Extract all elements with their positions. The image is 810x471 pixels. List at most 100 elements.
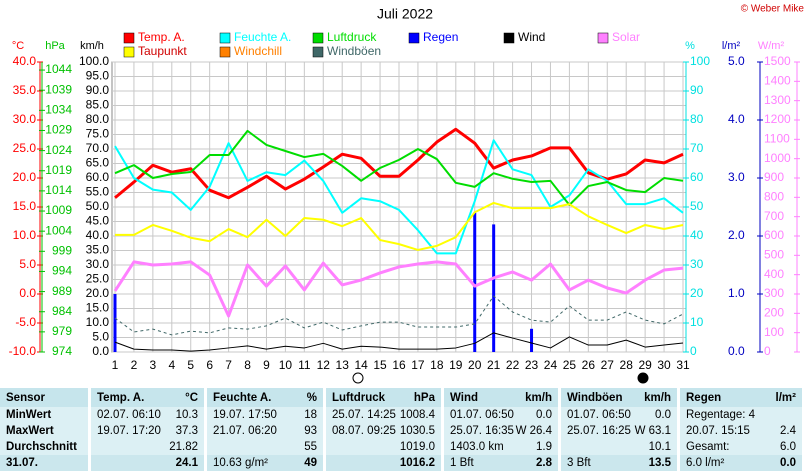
header-unit: °C	[185, 391, 198, 404]
legend-swatch	[312, 46, 324, 58]
cell-right: 0.0	[780, 457, 796, 469]
x-tick-label: 21	[487, 358, 501, 372]
tick-label: 4.0	[728, 112, 745, 126]
tick-label: 1500	[764, 54, 791, 68]
cell-left: 01.07. 06:50	[450, 409, 514, 421]
table-cell: 24.1	[91, 455, 204, 471]
rain-bar	[530, 328, 534, 352]
row-label-cell: Durchschnitt	[0, 439, 88, 455]
y-tick-label: 60.0	[86, 170, 110, 184]
cell-left: 02.07. 06:10	[97, 409, 161, 421]
stats-table: Sensor MinWert MaxWert Durchschnitt 31.07. Te…	[0, 388, 810, 471]
legend-swatch	[597, 32, 609, 44]
header-name: Luftdruck	[332, 391, 386, 404]
cell-left: 19.07. 17:20	[97, 425, 161, 437]
table-column: Windböen km/h 01.07. 06:50 0.0 25.07. 16:25 W…	[561, 388, 677, 471]
table-column: Luftdruck hPa 25.07. 14:25 1008.4 08.07. 09:…	[326, 388, 441, 471]
cell-right: 13.5	[648, 457, 671, 469]
tick-label: 1100	[764, 132, 790, 146]
tick-label: 1039	[45, 82, 72, 96]
x-tick-label: 6	[206, 358, 213, 372]
x-tick-label: 31	[676, 358, 690, 372]
y-tick-label: 0.0	[92, 344, 109, 358]
header-cell: Regen l/m²	[680, 388, 802, 407]
x-tick-label: 3	[150, 358, 157, 372]
x-tick-label: 16	[392, 358, 406, 372]
x-tick-label: 25	[563, 358, 577, 372]
x-tick-label: 12	[317, 358, 331, 372]
cell-left: 3 Bft	[567, 457, 591, 469]
header-unit: hPa	[413, 391, 435, 404]
table-cell: 55	[207, 439, 323, 455]
tick-label: 5.0	[728, 54, 745, 68]
y-tick-label: 40.0	[86, 228, 110, 242]
axis-unit-label: %	[685, 40, 695, 52]
x-tick-label: 11	[298, 358, 311, 372]
tick-label: 1009	[45, 203, 72, 217]
tick-label: 1029	[45, 123, 72, 137]
cell-left: 19.07. 17:50	[213, 409, 277, 421]
table-cell: 21.07. 06:20 93	[207, 423, 323, 439]
y-tick-label: 10.0	[86, 315, 110, 329]
y-tick-label: 100.0	[79, 54, 109, 68]
cell-right: 18	[304, 409, 317, 421]
header-cell: Wind km/h	[444, 388, 558, 407]
x-tick-label: 18	[430, 358, 444, 372]
y-tick-label: 15.0	[86, 301, 110, 315]
tick-label: 999	[52, 243, 72, 257]
table-cell: 08.07. 09:25 1030.5	[326, 423, 441, 439]
cell-right: 0.0	[536, 409, 552, 421]
cell-right: 1016.2	[399, 457, 435, 469]
tick-label: 1.0	[728, 286, 745, 300]
tick-label: 60	[690, 170, 704, 184]
table-cell: 20.07. 15:15 2.4	[680, 423, 802, 439]
y-tick-label: 70.0	[86, 141, 110, 155]
header-name: Regen	[686, 391, 722, 404]
x-tick-label: 7	[225, 358, 232, 372]
y-tick-label: 35.0	[86, 243, 110, 257]
tick-label: 1200	[764, 112, 791, 126]
chart-title: Juli 2022	[377, 6, 433, 22]
tick-label: 1000	[764, 151, 791, 165]
axis-unit-label: l/m²	[722, 40, 741, 52]
cell-right: 10.1	[648, 441, 671, 453]
legend-label: Feuchte A.	[234, 30, 291, 44]
axis-unit-label: °C	[12, 40, 24, 52]
row-label: MaxWert	[6, 425, 54, 437]
tick-label: 25.0	[13, 141, 37, 155]
tick-label: 994	[52, 264, 72, 278]
table-cell: 19.07. 17:50 18	[207, 407, 323, 423]
cell-left: 1403.0 km	[450, 441, 504, 453]
series-line	[113, 260, 684, 318]
tick-label: 1044	[45, 62, 72, 76]
table-cell: 1019.0	[326, 439, 441, 455]
header-unit: l/m²	[775, 391, 796, 404]
x-tick-label: 27	[601, 358, 615, 372]
cell-right: 37.3	[175, 425, 198, 437]
series-line	[114, 127, 684, 200]
tick-label: 200	[764, 306, 784, 320]
cell-right: W 63.1	[634, 425, 671, 437]
legend-label: Windchill	[234, 44, 282, 58]
x-tick-label: 8	[244, 358, 251, 372]
row-label-cell: MaxWert	[0, 423, 88, 439]
tick-label: 100	[764, 325, 784, 339]
legend-label: Taupunkt	[138, 44, 187, 58]
tick-label: 40.0	[13, 54, 37, 68]
cell-right: 1008.4	[399, 409, 435, 421]
tick-label: 700	[764, 209, 784, 223]
y-tick-label: 75.0	[86, 127, 110, 141]
tick-label: 40	[690, 228, 704, 242]
y-tick-label: 55.0	[86, 185, 110, 199]
tick-label: 5.0	[19, 257, 36, 271]
cell-right: 1.9	[536, 441, 552, 453]
cell-right: 1019.0	[399, 441, 435, 453]
header-name: Windböen	[567, 391, 623, 404]
tick-label: 979	[52, 324, 72, 338]
row-label: Durchschnitt	[6, 441, 77, 453]
header-name: Feuchte A.	[213, 391, 272, 404]
y-tick-label: 90.0	[86, 83, 110, 97]
moon-new	[637, 372, 649, 384]
moon-full	[352, 372, 364, 384]
x-tick-label: 5	[187, 358, 194, 372]
